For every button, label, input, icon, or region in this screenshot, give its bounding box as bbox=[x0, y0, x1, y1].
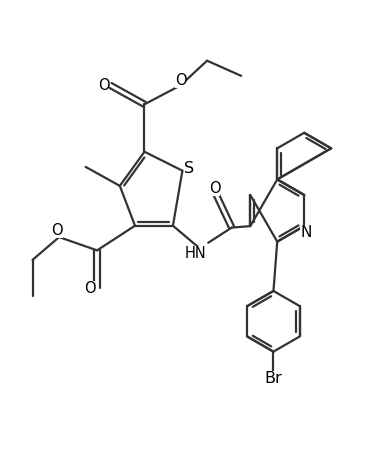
Text: O: O bbox=[175, 73, 186, 88]
Text: O: O bbox=[84, 281, 95, 296]
Text: N: N bbox=[301, 225, 312, 241]
Text: HN: HN bbox=[185, 246, 207, 261]
Text: O: O bbox=[98, 78, 109, 93]
Text: Br: Br bbox=[264, 371, 282, 386]
Text: O: O bbox=[209, 181, 220, 196]
Text: O: O bbox=[51, 223, 63, 238]
Text: S: S bbox=[184, 161, 194, 176]
